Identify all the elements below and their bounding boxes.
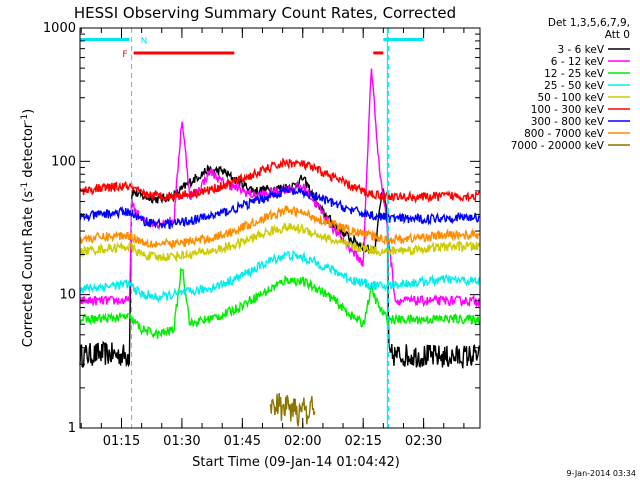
series-line-6 [79,157,480,205]
plot-timestamp: 9-Jan-2014 03:34 [566,469,636,478]
x-tick-label-2: 01:30 [163,434,200,449]
x-tick-label-1: 01:15 [103,434,140,449]
series-line-8 [79,204,480,249]
y-tick-label-1: 1 [68,421,76,436]
flare-flag-label: F [122,50,127,60]
x-tick-label-4: 02:00 [284,434,321,449]
y-tick-label-2: 10 [59,288,76,303]
x-axis-label: Start Time (09-Jan-14 01:04:42) [192,455,400,470]
legend-header-line-2: Att 0 [605,29,630,41]
legend-label-2: 6 - 12 keV [551,56,605,68]
x-tick-label-5: 02:15 [344,434,381,449]
legend-header-line-1: Det 1,3,5,6,7,9, [548,17,630,29]
legend-label-5: 50 - 100 keV [537,92,604,104]
y-tick-label-3: 100 [51,154,76,169]
series-line-7 [79,185,480,230]
plot-frame [79,27,481,429]
legend-label-3: 12 - 25 keV [544,68,605,80]
legend-label-9: 7000 - 20000 keV [511,140,605,152]
saa-flag-label: N [141,36,148,46]
series-line-5 [79,222,481,263]
y-tick-label-4: 1000 [43,21,76,36]
legend-label-7: 300 - 800 keV [531,116,605,128]
y-axis-label: Corrected Count Rate (s-1 detector-1) [20,109,36,347]
series-line-9 [269,392,316,427]
chart-title: HESSI Observing Summary Count Rates, Cor… [74,4,456,22]
legend-label-6: 100 - 300 keV [531,104,605,116]
x-tick-label-3: 01:45 [224,434,261,449]
legend-label-8: 800 - 7000 keV [524,128,605,140]
x-tick-label-6: 02:30 [405,434,442,449]
axes-layer: 1 10 100 1000 01:15 01:30 01:45 02:00 02:15 02:30 [43,21,480,449]
series-line-4 [79,249,481,304]
legend-label-4: 25 - 50 keV [544,80,605,92]
series-line-3 [79,267,481,340]
legend-label-1: 3 - 6 keV [557,44,604,56]
